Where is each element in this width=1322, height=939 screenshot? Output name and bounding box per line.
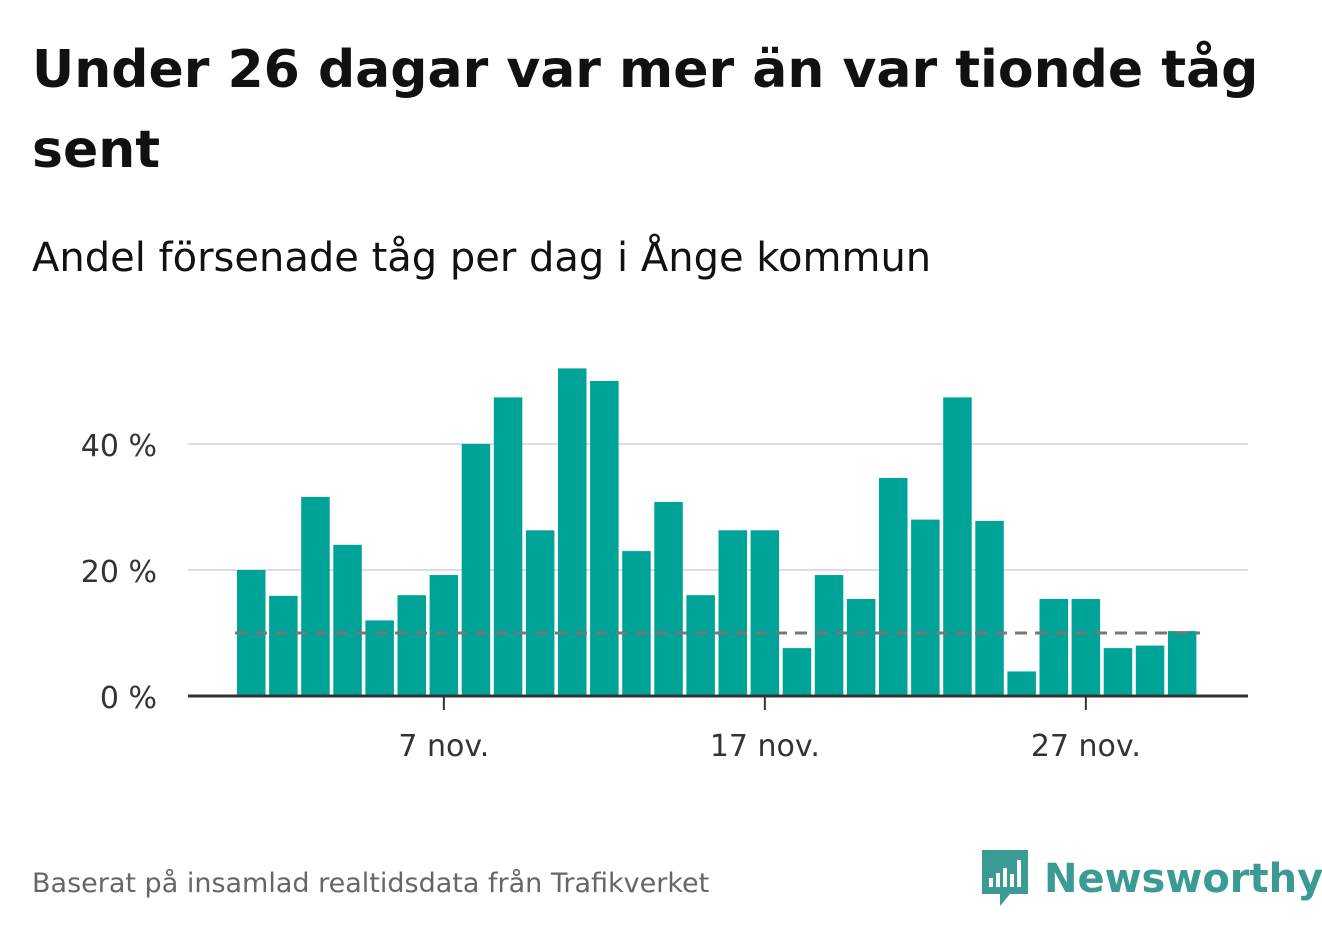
bar: [814, 575, 844, 696]
bar: [429, 575, 459, 696]
x-tick-label: 7 nov.: [398, 729, 489, 764]
bar: [461, 444, 491, 696]
x-axis-ticks: 7 nov. 17 nov. 27 nov.: [398, 696, 1141, 764]
bar: [718, 530, 747, 696]
newsworthy-logo: Newsworthy: [980, 848, 1322, 910]
bar: [911, 519, 940, 696]
bar: [493, 397, 523, 696]
bar: [1039, 598, 1068, 696]
y-axis-ticks: 0 % 20 % 40 %: [81, 429, 157, 716]
bar: [1167, 631, 1197, 696]
bar: [846, 598, 876, 696]
bar: [1135, 645, 1165, 696]
bar: [590, 381, 619, 696]
bar: [397, 595, 426, 696]
bar: [1007, 671, 1036, 696]
y-tick-label: 0 %: [100, 681, 157, 716]
bar: [879, 478, 908, 696]
bar: [269, 595, 298, 696]
bar: [750, 530, 780, 696]
bar: [525, 530, 555, 696]
chart-title: Under 26 dagar var mer än var tionde tåg…: [32, 40, 1259, 180]
chart-subtitle: Andel försenade tåg per dag i Ånge kommu…: [32, 235, 932, 281]
grid-lines: [188, 443, 1248, 571]
newsworthy-logo-icon: [982, 850, 1028, 906]
x-tick-label: 17 nov.: [710, 729, 820, 764]
bar: [301, 496, 330, 696]
bar: [1103, 648, 1133, 696]
y-tick-label: 20 %: [81, 555, 157, 590]
bar: [654, 501, 683, 696]
bar: [686, 595, 715, 696]
source-note: Baserat på insamlad realtidsdata från Tr…: [32, 868, 710, 899]
y-tick-label: 40 %: [81, 429, 157, 464]
brand-name: Newsworthy: [1044, 856, 1322, 902]
x-tick-label: 27 nov.: [1031, 729, 1141, 764]
bars: [237, 368, 1197, 696]
bar: [1071, 598, 1101, 696]
bar: [943, 397, 972, 696]
bar-chart: 0 % 20 % 40 % 7 nov. 17 nov. 27 nov.: [81, 368, 1248, 764]
bar: [558, 368, 587, 696]
bar: [333, 544, 362, 696]
bar: [782, 648, 812, 696]
bar: [622, 551, 651, 696]
bar: [975, 520, 1004, 696]
